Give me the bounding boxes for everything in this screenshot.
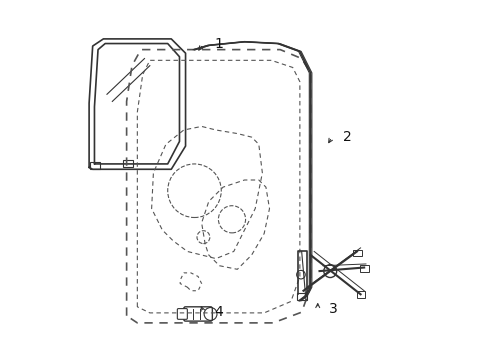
FancyBboxPatch shape (177, 309, 187, 319)
Text: 2: 2 (342, 130, 351, 144)
FancyBboxPatch shape (183, 307, 212, 321)
Text: 1: 1 (214, 37, 223, 51)
FancyBboxPatch shape (296, 293, 306, 300)
FancyBboxPatch shape (90, 162, 100, 169)
FancyBboxPatch shape (352, 250, 361, 256)
Text: 4: 4 (214, 305, 223, 319)
FancyBboxPatch shape (360, 265, 368, 272)
Text: 3: 3 (328, 302, 337, 316)
FancyBboxPatch shape (123, 160, 133, 167)
FancyBboxPatch shape (356, 291, 365, 297)
